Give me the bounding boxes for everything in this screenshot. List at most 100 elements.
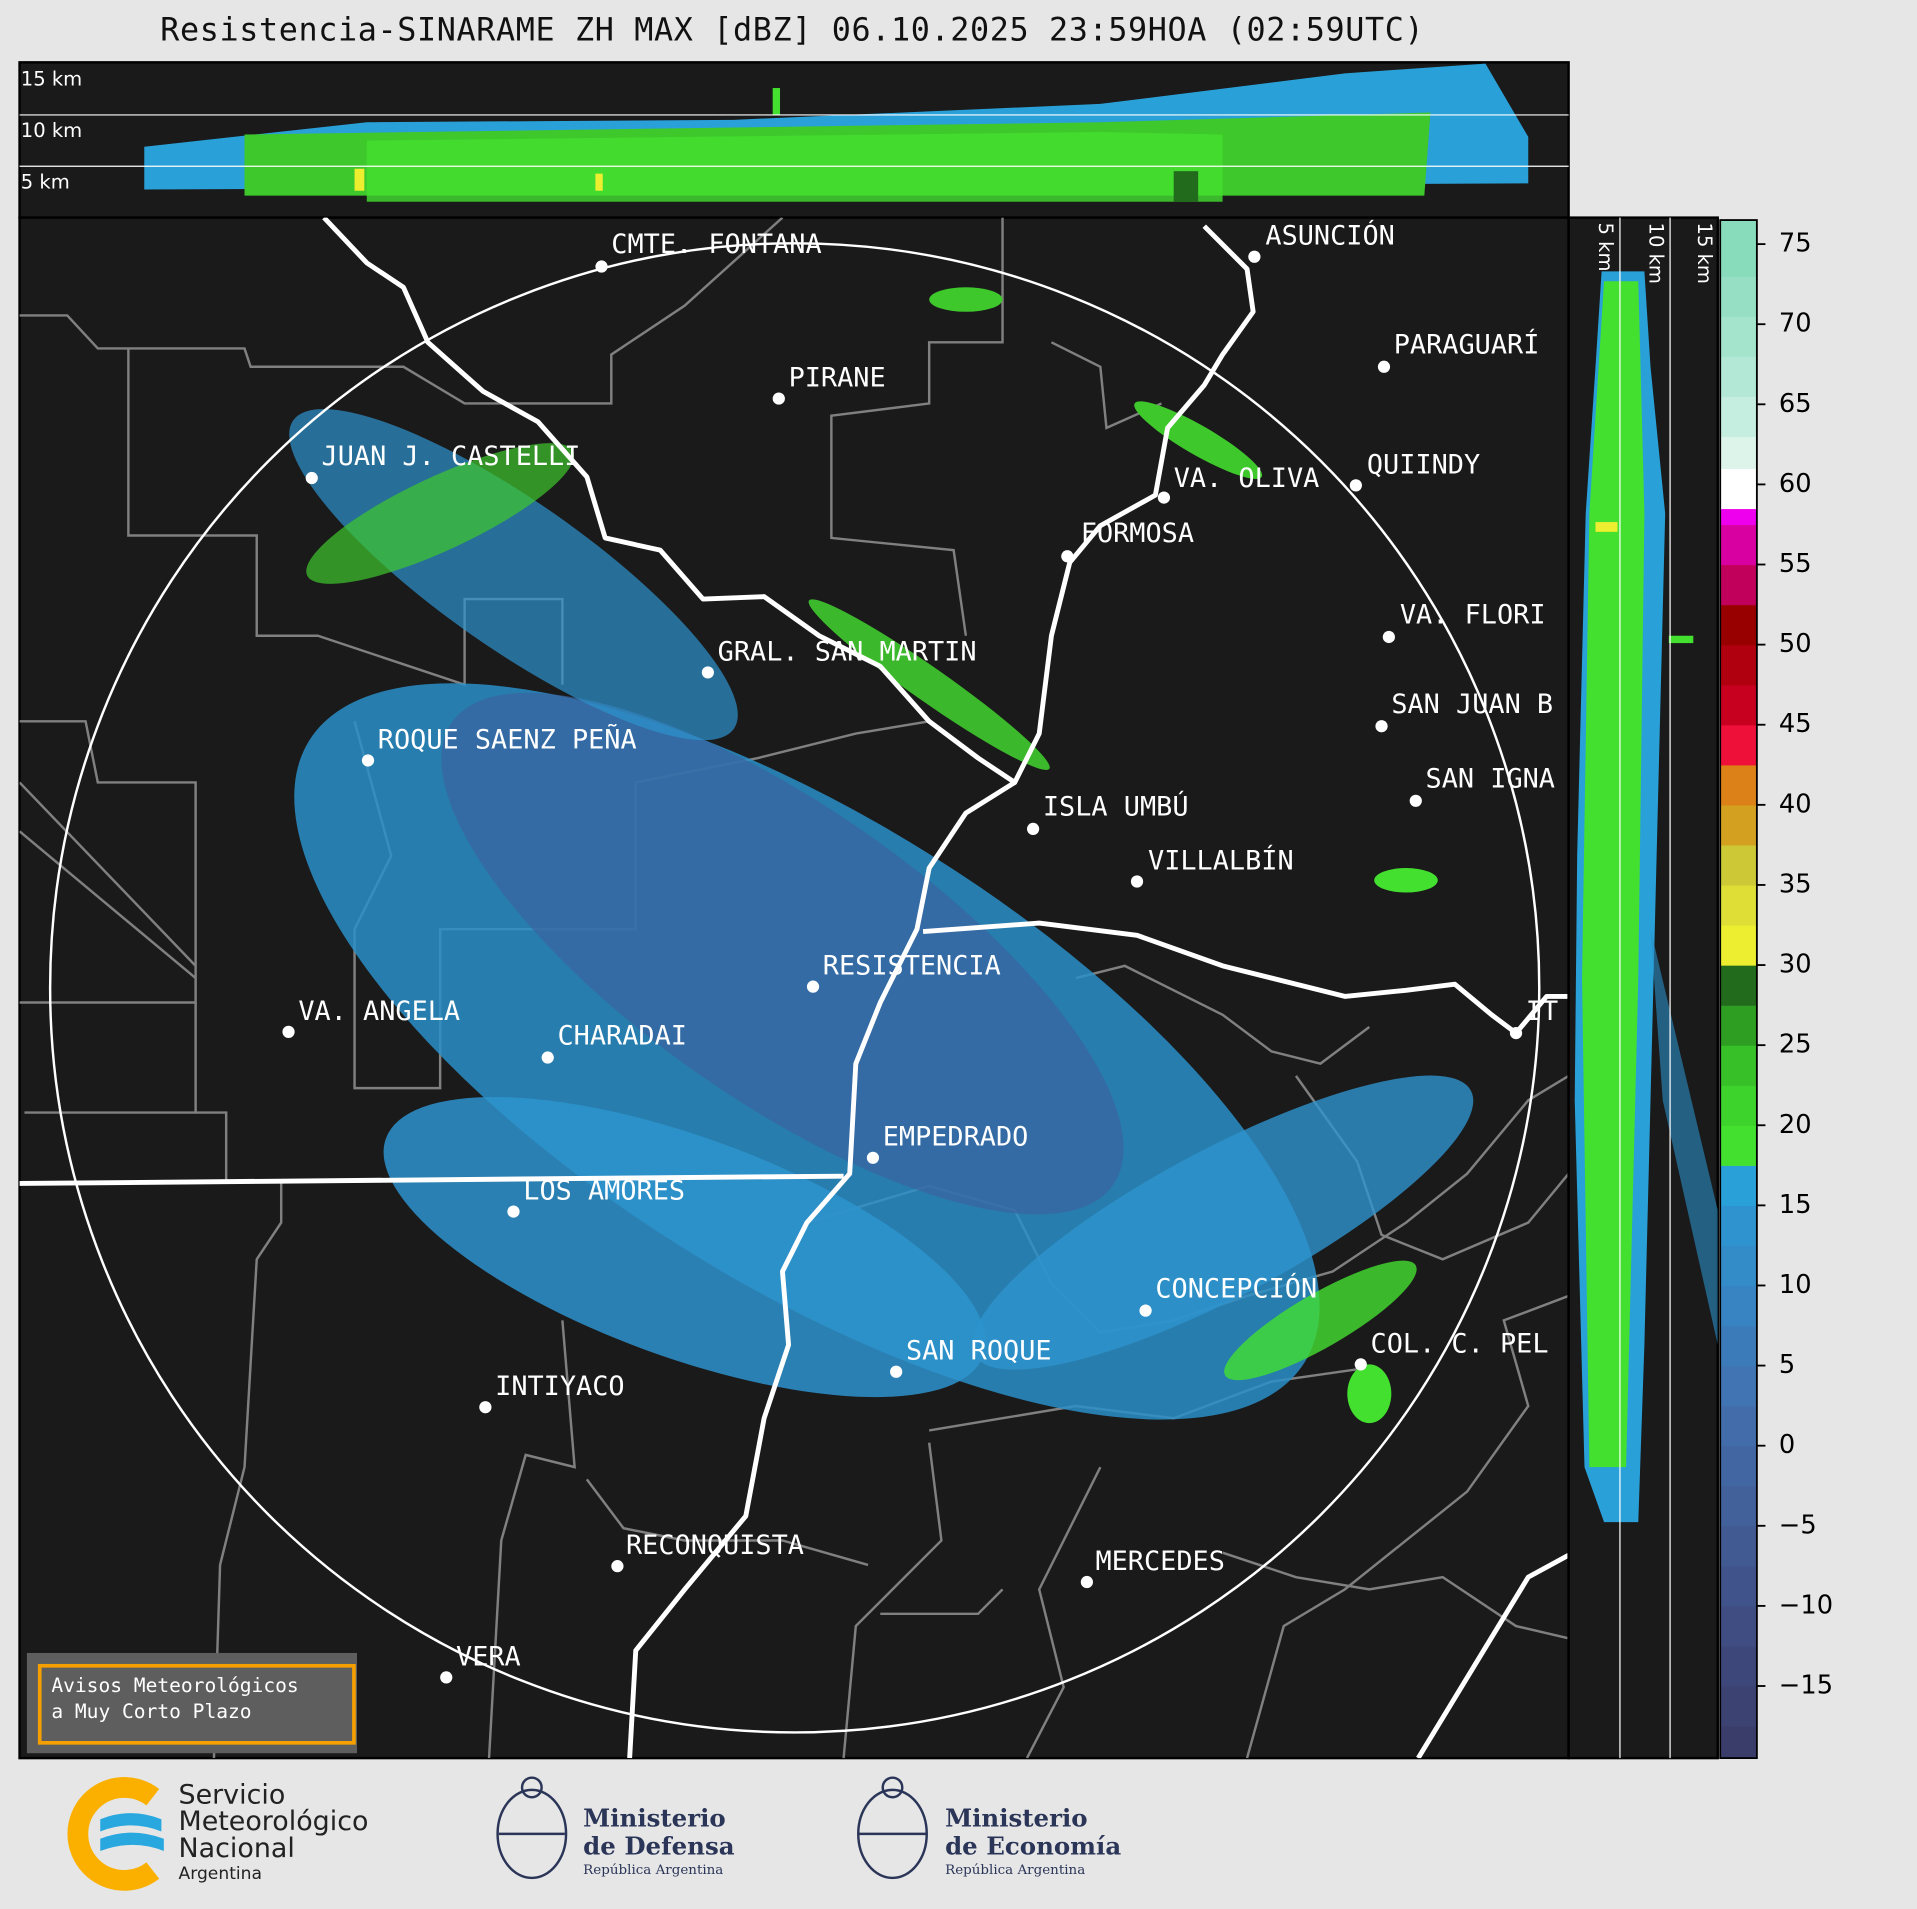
city-marker: MERCEDES	[1080, 1546, 1225, 1589]
colorbar-tick-label: 70	[1779, 309, 1812, 339]
colorbar-band	[1720, 1645, 1757, 1687]
city-dot	[611, 1560, 624, 1573]
colorbar-band	[1720, 1445, 1757, 1487]
colorbar-band	[1720, 804, 1757, 846]
economia-logo-text: Ministerio de Economía República Argenti…	[945, 1803, 1121, 1881]
colorbar-band	[1720, 1605, 1757, 1647]
colorbar-band	[1720, 436, 1757, 470]
city-dot	[806, 980, 820, 993]
city-label: FORMOSA	[1081, 518, 1194, 549]
city-marker: PARAGUARÍ	[1377, 328, 1540, 373]
city-dot	[1409, 794, 1422, 807]
city-dot	[1061, 550, 1074, 563]
smn-logo-mark	[67, 1777, 160, 1891]
city-dot	[1130, 875, 1144, 888]
city-labels: CMTE. FONTANA ASUNCIÓN PARAGUARÍ PIRANE JUAN…	[282, 220, 1558, 1684]
city-dot	[479, 1401, 492, 1414]
city-marker: LOS AMORES	[507, 1176, 685, 1218]
city-label: JUAN J. CASTELLI	[322, 441, 581, 472]
colorbar-band	[1720, 276, 1757, 317]
city-label: QUIINDY	[1367, 449, 1480, 480]
city-dot	[1375, 720, 1388, 733]
colorbar-tick-label: −15	[1779, 1671, 1833, 1701]
colorbar-tick-label: 50	[1779, 629, 1812, 659]
city-dot	[507, 1205, 520, 1218]
city-marker: JUAN J. CASTELLI	[305, 441, 581, 485]
colorbar-tick-label: 35	[1779, 869, 1812, 899]
river-uruguay	[1416, 1553, 1569, 1759]
colorbar-band	[1720, 724, 1757, 766]
city-label: CHARADAI	[558, 1020, 687, 1051]
city-marker: ISLA UMBÚ	[1026, 791, 1189, 836]
city-label: CONCEPCIÓN	[1155, 1272, 1317, 1304]
colorbar-band	[1720, 1285, 1757, 1327]
city-marker: VERA	[440, 1641, 521, 1684]
city-marker: CONCEPCIÓN	[1139, 1272, 1317, 1317]
city-marker: ROQUE SAENZ PEÑA	[361, 723, 637, 767]
smn-line-4: Argentina	[178, 1864, 262, 1885]
city-marker: CMTE. FONTANA	[595, 229, 822, 273]
defensa-line-1: Ministerio	[583, 1803, 726, 1833]
city-marker: PIRANE	[772, 363, 886, 405]
colorbar-band	[1720, 1365, 1757, 1407]
city-marker: VILLALBÍN	[1130, 844, 1294, 888]
city-label: VA. FLORI	[1400, 600, 1546, 631]
city-marker: CHARADAI	[541, 1020, 687, 1064]
defensa-emblem	[496, 1776, 568, 1880]
city-dot	[1026, 822, 1040, 836]
colorbar-tick-label: 40	[1779, 789, 1812, 819]
city-marker: EMPEDRADO	[866, 1122, 1028, 1164]
city-label: ASUNCIÓN	[1265, 220, 1394, 252]
city-label: PARAGUARÍ	[1394, 328, 1540, 360]
city-label: MERCEDES	[1095, 1546, 1224, 1577]
colorbar-band	[1720, 884, 1757, 926]
colorbar-band	[1720, 1045, 1757, 1086]
city-marker: ASUNCIÓN	[1248, 220, 1395, 263]
city-dot	[701, 666, 714, 679]
colorbar-band	[1720, 1205, 1757, 1247]
warnings-line-2: a Muy Corto Plazo	[51, 1699, 252, 1723]
altitude-label-15km: 15 km	[21, 68, 82, 91]
colorbar-band	[1720, 316, 1757, 357]
city-dot	[1354, 1358, 1367, 1371]
top-section-echoes	[144, 63, 1529, 202]
radar-map[interactable]: CMTE. FONTANA ASUNCIÓN PARAGUARÍ PIRANE JUAN…	[18, 216, 1570, 1760]
defensa-line-2: de Defensa	[583, 1831, 735, 1861]
colorbar-band	[1720, 1245, 1757, 1287]
colorbar-band	[1720, 1005, 1757, 1046]
colorbar-band	[1720, 644, 1757, 686]
city-label: INTIYACO	[495, 1371, 624, 1402]
river-upper-parana	[922, 920, 1569, 1036]
city-marker: GRAL. SAN MARTIN	[701, 636, 977, 679]
city-marker: RECONQUISTA	[611, 1530, 804, 1573]
short-term-warnings-box[interactable]: Avisos Meteorológicos a Muy Corto Plazo	[26, 1652, 357, 1754]
top-cross-section: 15 km 10 km 5 km	[18, 61, 1570, 219]
colorbar-band	[1720, 1485, 1757, 1527]
colorbar-band	[1720, 220, 1757, 277]
colorbar-band	[1720, 844, 1757, 886]
colorbar-tick-label: 75	[1779, 229, 1812, 259]
city-dot	[361, 754, 375, 767]
city-dot	[1377, 360, 1391, 373]
city-label: SAN ROQUE	[906, 1336, 1052, 1367]
city-dot	[772, 392, 785, 405]
colorbar-band	[1720, 1405, 1757, 1447]
city-label: CMTE. FONTANA	[611, 229, 821, 260]
colorbar-band	[1720, 468, 1757, 510]
city-marker: SAN IGNA	[1409, 764, 1555, 807]
river-paraguay	[322, 217, 1256, 785]
smn-logo	[67, 1777, 164, 1891]
city-dot	[305, 471, 318, 485]
colorbar-tick-label: 5	[1779, 1350, 1795, 1380]
colorbar-band	[1720, 604, 1757, 646]
city-marker: QUIINDY	[1349, 449, 1480, 492]
economia-emblem	[857, 1776, 928, 1880]
colorbar-band	[1720, 1525, 1757, 1567]
city-dot	[1248, 250, 1261, 263]
city-dot	[541, 1051, 554, 1064]
colorbar-tick-label: −10	[1779, 1590, 1833, 1620]
economia-line-1: Ministerio	[945, 1803, 1088, 1833]
colorbar-tick-label: 25	[1779, 1030, 1812, 1060]
colorbar-band	[1720, 764, 1757, 806]
